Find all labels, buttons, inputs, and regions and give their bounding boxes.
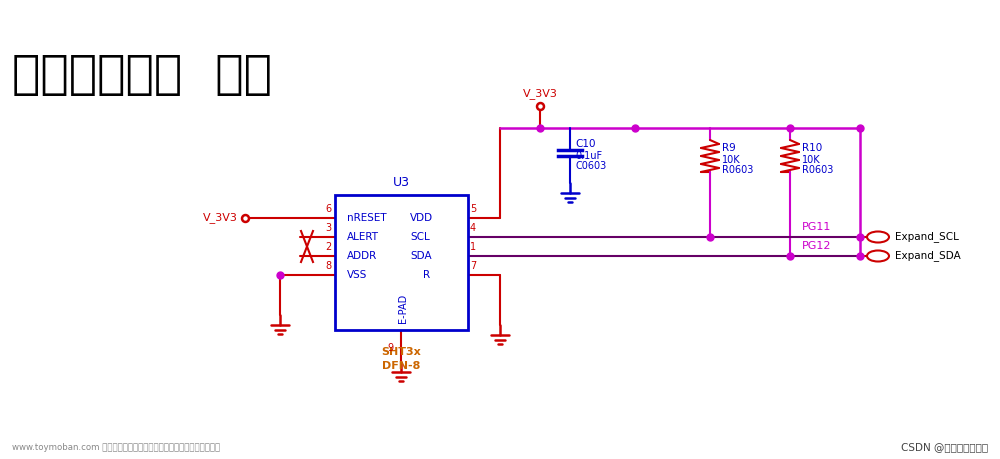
Text: nRESET: nRESET [347,213,387,223]
Text: PG12: PG12 [802,241,832,251]
Text: www.toymoban.com 网络图片仅供展示，非存储，如有侵权请联系删除。: www.toymoban.com 网络图片仅供展示，非存储，如有侵权请联系删除。 [12,442,220,452]
Text: R0603: R0603 [722,165,753,175]
Text: R9: R9 [722,143,736,153]
Bar [335,195,468,330]
Text: SCL: SCL [410,232,430,242]
Text: 2: 2 [325,242,331,252]
Text: V_3V3: V_3V3 [523,89,557,100]
Ellipse shape [867,231,889,242]
Text: 0.1uF: 0.1uF [575,151,602,161]
Text: 4: 4 [470,223,476,233]
Text: 6: 6 [325,204,331,214]
Text: 10K: 10K [722,155,741,165]
Text: R: R [423,270,430,280]
Text: 3: 3 [325,223,331,233]
Text: V_3V3: V_3V3 [203,213,238,224]
Text: 7: 7 [470,261,476,271]
Text: Expand_SCL: Expand_SCL [895,231,959,242]
Text: Expand_SDA: Expand_SDA [895,251,961,262]
Text: C10: C10 [575,139,596,149]
Text: E-PAD: E-PAD [398,293,408,323]
Text: VDD: VDD [410,213,433,223]
Text: DFN-8: DFN-8 [382,361,420,371]
Text: 5: 5 [470,204,476,214]
Text: R10: R10 [802,143,822,153]
Text: 9: 9 [387,343,393,353]
Text: R0603: R0603 [802,165,833,175]
Ellipse shape [867,251,889,262]
Text: ADDR: ADDR [347,251,377,261]
Text: PG11: PG11 [802,222,831,232]
Text: VSS: VSS [347,270,367,280]
Text: CSDN @养乌龟的小少年: CSDN @养乌龟的小少年 [901,442,988,452]
Text: C0603: C0603 [575,161,606,171]
Text: SDA: SDA [410,251,432,261]
Text: ALERT: ALERT [347,232,379,242]
Text: 10K: 10K [802,155,821,165]
Text: U3: U3 [393,177,410,190]
Text: SHT3x: SHT3x [381,347,421,357]
Text: 数字温湿度传  感器: 数字温湿度传 感器 [12,52,272,97]
Text: 1: 1 [470,242,476,252]
Text: 8: 8 [325,261,331,271]
